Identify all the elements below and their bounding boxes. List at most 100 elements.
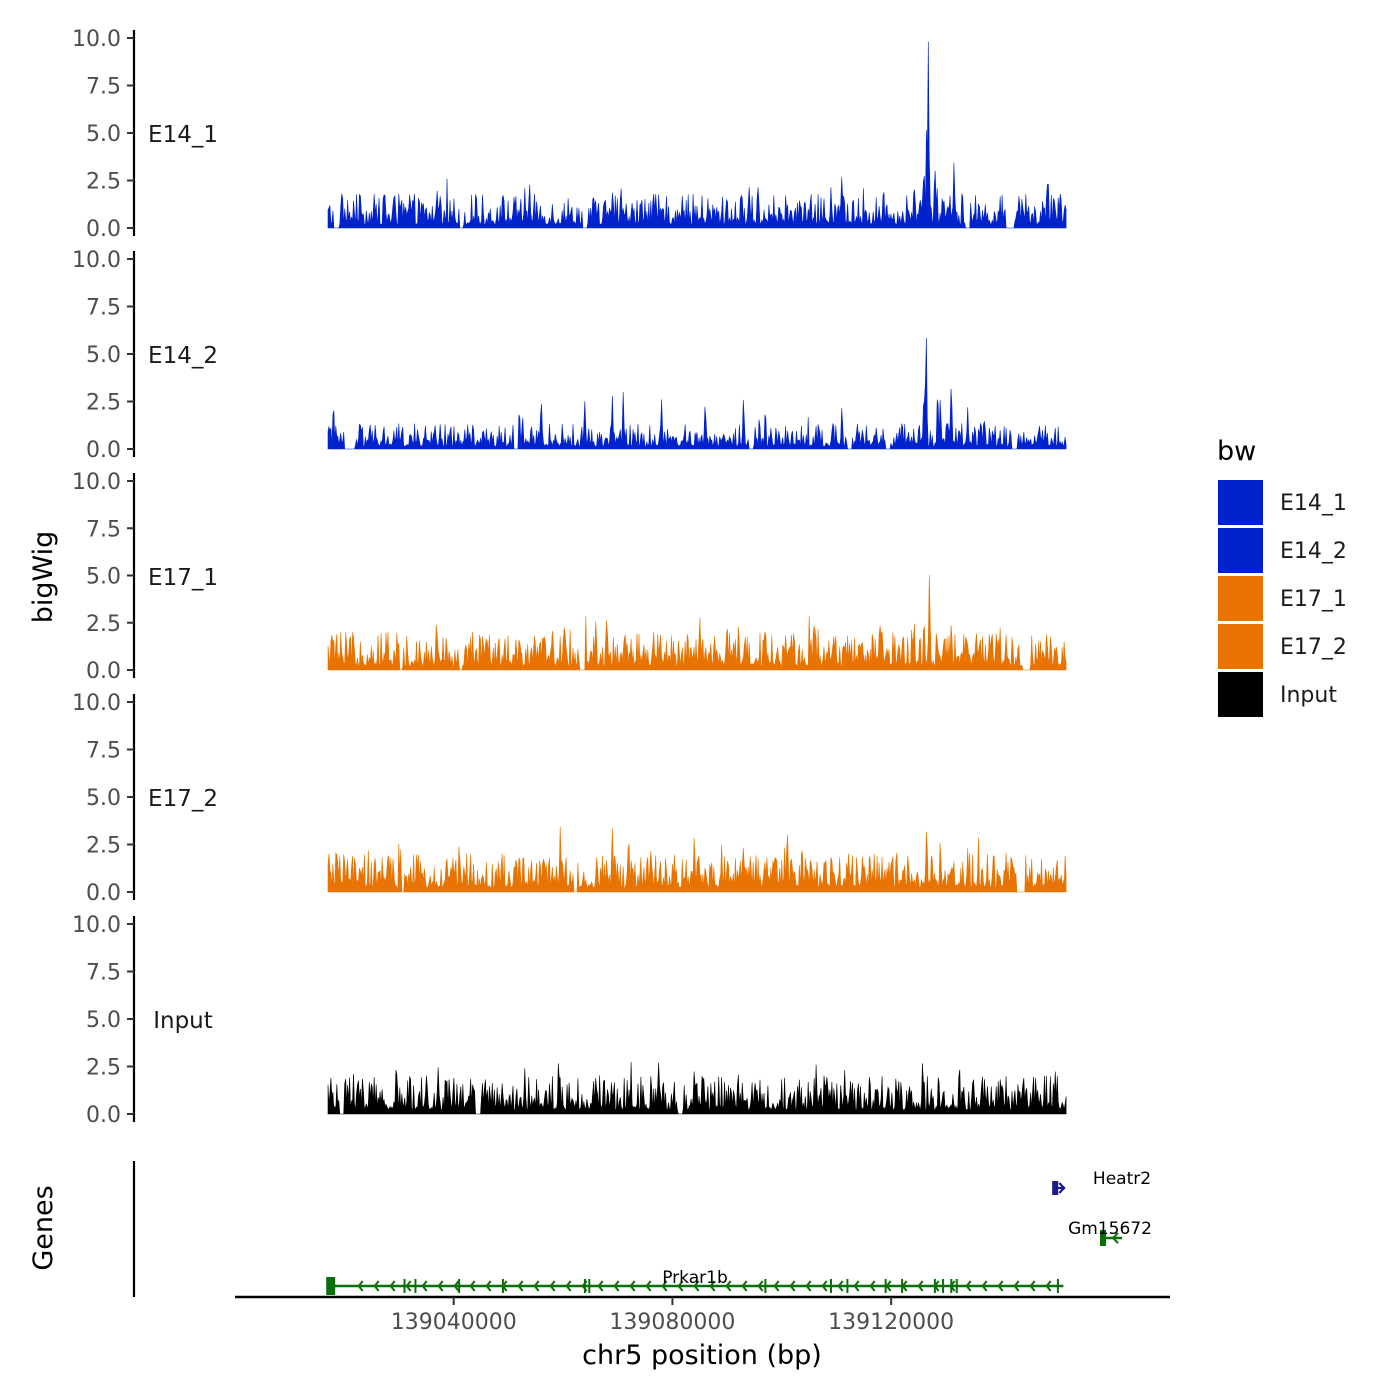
strand-arrow <box>469 1280 476 1292</box>
strand-arrow <box>645 1280 652 1292</box>
strand-arrow <box>709 1280 716 1292</box>
y-tick-label: 0.0 <box>86 217 121 242</box>
y-tick-label: 5.0 <box>86 1008 121 1033</box>
signal-area <box>327 574 1067 671</box>
exon <box>846 1279 849 1293</box>
legend: bw E14_1 E14_2 E17_1 E17_2 Input <box>1217 436 1347 717</box>
legend-swatch <box>1218 480 1263 525</box>
exon <box>901 1279 904 1293</box>
strand-arrow <box>677 1280 684 1292</box>
y-tick-label: 5.0 <box>86 343 121 368</box>
exon <box>884 1279 887 1293</box>
track-e17-2: 0.0 2.5 5.0 7.5 10.0 E17_2 <box>72 691 1067 906</box>
track-label: E17_1 <box>148 565 218 591</box>
signal-area <box>327 41 1067 229</box>
y-tick-label: 7.5 <box>86 517 121 542</box>
strand-arrow <box>821 1280 828 1292</box>
legend-swatch <box>1218 576 1263 621</box>
strand-arrow <box>485 1280 492 1292</box>
track-e17-1: 0.0 2.5 5.0 7.5 10.0 E17_1 <box>72 470 1067 684</box>
strand-arrow <box>405 1280 412 1292</box>
legend-swatch <box>1218 672 1263 717</box>
exon <box>332 1279 335 1293</box>
strand-arrow <box>357 1280 364 1292</box>
strand-arrow <box>885 1280 892 1292</box>
exon <box>1056 1279 1059 1293</box>
gene-heatr2: Heatr2 <box>1052 1169 1151 1195</box>
genes-axis-title: Genes <box>28 1185 59 1270</box>
track-input: 0.0 2.5 5.0 7.5 10.0 Input <box>72 913 1067 1128</box>
strand-arrow <box>533 1280 540 1292</box>
strand-arrow <box>1013 1280 1020 1292</box>
strand-arrow <box>453 1280 460 1292</box>
strand-arrow <box>853 1280 860 1292</box>
exon <box>326 1277 336 1295</box>
gene-label: Gm15672 <box>1068 1219 1152 1239</box>
strand-arrow <box>805 1280 812 1292</box>
strand-arrow <box>757 1280 764 1292</box>
strand-arrow <box>597 1280 604 1292</box>
track-label: E17_2 <box>148 786 218 812</box>
x-axis-title: chr5 position (bp) <box>582 1340 822 1371</box>
strand-arrow <box>1055 1182 1066 1194</box>
y-tick-label: 10.0 <box>72 248 121 273</box>
track-label: E14_1 <box>148 122 218 148</box>
exon <box>403 1279 406 1293</box>
exon <box>1100 1230 1106 1246</box>
exon <box>950 1279 953 1293</box>
y-tick-label: 10.0 <box>72 691 121 716</box>
y-tick-label: 2.5 <box>86 1056 121 1081</box>
exon <box>583 1279 586 1293</box>
y-tick-label: 7.5 <box>86 739 121 764</box>
y-tick-label: 10.0 <box>72 913 121 938</box>
y-tick-label: 0.0 <box>86 881 121 906</box>
y-tick-label: 0.0 <box>86 659 121 684</box>
signal-area <box>327 1062 1067 1115</box>
legend-title: bw <box>1217 436 1256 467</box>
exon <box>942 1279 945 1293</box>
gene-gm15672: Gm15672 <box>1068 1219 1152 1246</box>
y-tick-label: 2.5 <box>86 834 121 859</box>
y-tick-label: 7.5 <box>86 75 121 100</box>
strand-arrow <box>693 1280 700 1292</box>
track-e14-2: 0.0 2.5 5.0 7.5 10.0 E14_2 <box>72 248 1067 463</box>
track-e14-1: 0.0 2.5 5.0 7.5 10.0 E14_1 <box>72 27 1067 242</box>
exon <box>588 1279 591 1293</box>
strand-arrow <box>421 1280 428 1292</box>
strand-arrow <box>549 1280 556 1292</box>
signal-area <box>327 826 1067 893</box>
strand-arrow <box>837 1280 844 1292</box>
strand-arrow <box>789 1280 796 1292</box>
legend-label: E17_2 <box>1280 635 1347 660</box>
exon <box>458 1279 461 1293</box>
strand-arrow <box>517 1280 524 1292</box>
strand-arrow <box>869 1280 876 1292</box>
x-axis: 139040000 139080000 139120000 <box>235 1295 1170 1335</box>
strand-arrow <box>661 1280 668 1292</box>
strand-arrow <box>1045 1280 1052 1292</box>
strand-arrow <box>437 1280 444 1292</box>
gene-label: Heatr2 <box>1093 1169 1151 1189</box>
strand-arrow <box>1029 1280 1036 1292</box>
exon <box>933 1279 936 1293</box>
strand-arrow <box>629 1280 636 1292</box>
strand-arrow <box>1111 1232 1119 1244</box>
y-tick-label: 5.0 <box>86 565 121 590</box>
exon <box>414 1279 417 1293</box>
exon <box>955 1279 958 1293</box>
genes-panel: Prkar1b Heatr2 Gm15672 <box>132 1161 1152 1297</box>
strand-arrow <box>373 1280 380 1292</box>
strand-arrow <box>917 1280 924 1292</box>
legend-label: E17_1 <box>1280 587 1347 612</box>
legend-label: E14_2 <box>1280 539 1347 564</box>
gene-label: Prkar1b <box>662 1268 728 1288</box>
y-tick-label: 2.5 <box>86 170 121 195</box>
strand-arrow <box>389 1280 396 1292</box>
x-tick-label: 139120000 <box>828 1310 954 1335</box>
y-tick-label: 2.5 <box>86 391 121 416</box>
y-tick-label: 10.0 <box>72 27 121 52</box>
y-tick-label: 10.0 <box>72 470 121 495</box>
exon <box>829 1279 832 1293</box>
strand-arrow <box>613 1280 620 1292</box>
